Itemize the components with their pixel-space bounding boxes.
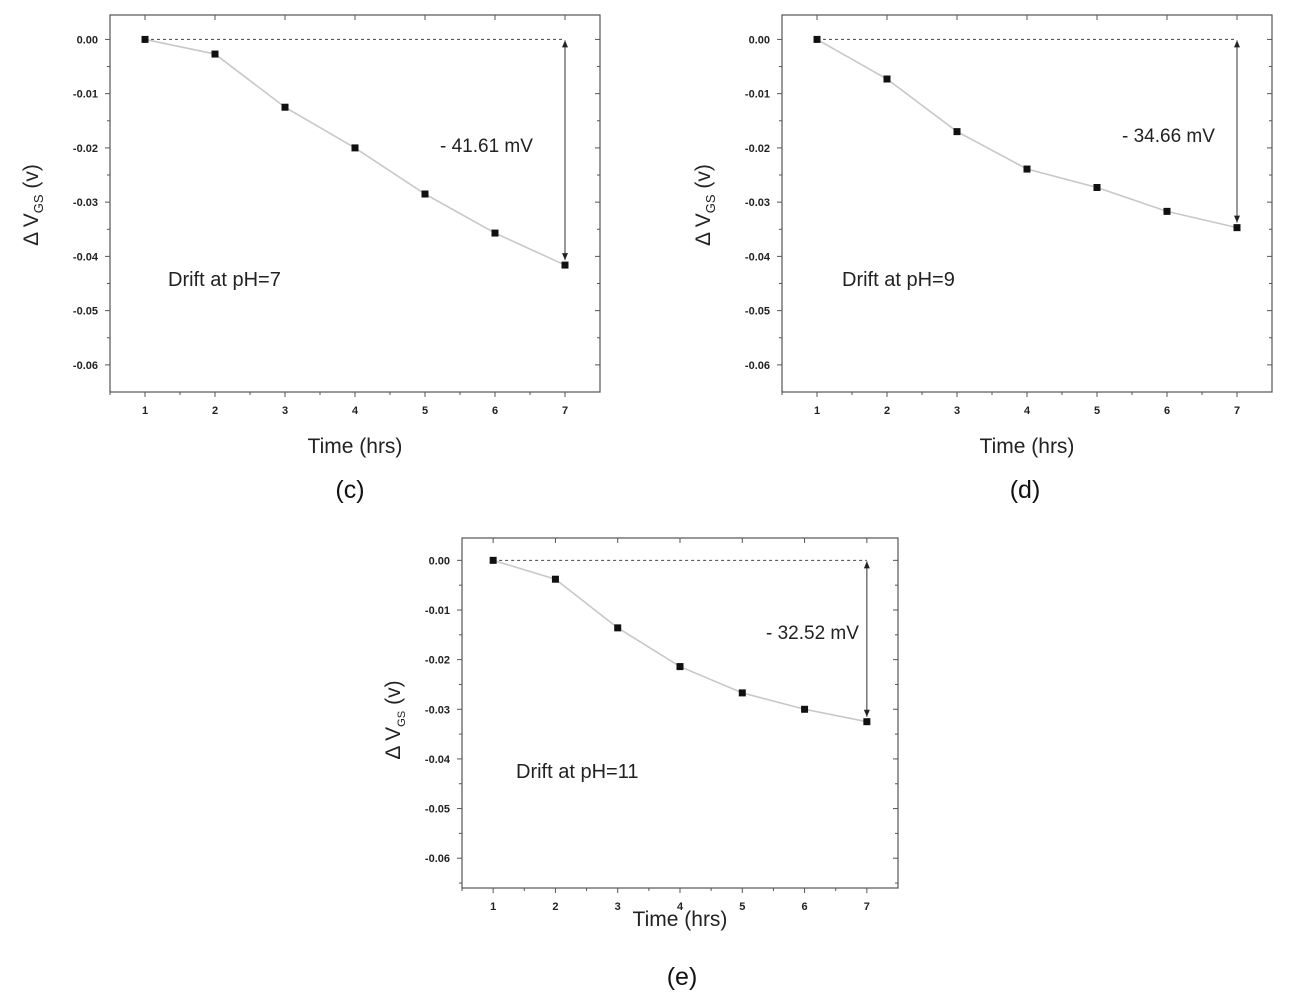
delta-arrow-head-up xyxy=(1234,40,1240,48)
x-axis-title: Time (hrs) xyxy=(308,435,403,458)
data-point xyxy=(863,718,871,726)
chart-c-svg: 0.00 -0.01 -0.02 -0.03 -0.04 -0.05 -0.06 1 2 3 4 5 6… xyxy=(20,14,601,458)
data-point xyxy=(738,689,746,697)
y-tick-label: 0.00 xyxy=(429,555,450,567)
chart-panel-e: 0.00 -0.01 -0.02 -0.03 -0.04 -0.05 -0.06 1 2 3 4 5 6… xyxy=(0,520,1300,1000)
panel-label-e: (e) xyxy=(666,963,698,991)
delta-label: - 32.52 mV xyxy=(766,623,859,644)
x-tick-label: 7 xyxy=(864,901,870,913)
panel-label-d: (d) xyxy=(1009,476,1041,504)
data-point xyxy=(551,575,559,583)
data-point xyxy=(351,144,359,152)
y-axis-title: Δ VGS (v) xyxy=(692,164,718,246)
delta-arrow-head-up xyxy=(863,561,870,569)
drift-annotation: Drift at pH=7 xyxy=(168,269,281,291)
y-tick-label: -0.02 xyxy=(73,143,98,155)
data-point xyxy=(801,705,809,713)
chart-panel-c: 0.00 -0.01 -0.02 -0.03 -0.04 -0.05 -0.06 1 2 3 4 5 6… xyxy=(0,0,650,520)
y-tick-label: -0.01 xyxy=(73,89,98,101)
panel-label-c: (c) xyxy=(335,476,365,504)
x-tick-label: 2 xyxy=(884,405,890,417)
data-point xyxy=(421,190,429,198)
y-tick-label: -0.04 xyxy=(745,251,771,263)
x-axis-title: Time (hrs) xyxy=(980,435,1075,458)
x-tick-label: 3 xyxy=(615,901,621,913)
chart-d-svg: 0.00 -0.01 -0.02 -0.03 -0.04 -0.05 -0.06 1 2 3 4 5 6… xyxy=(692,14,1273,458)
data-point xyxy=(1093,183,1101,191)
y-tick-label: -0.03 xyxy=(425,704,450,716)
x-tick-label: 6 xyxy=(802,901,808,913)
data-point xyxy=(676,663,684,671)
x-tick-label: 1 xyxy=(814,405,820,417)
x-axis-title: Time (hrs) xyxy=(633,908,728,931)
data-point xyxy=(281,103,289,111)
x-tick-label: 2 xyxy=(552,901,558,913)
delta-arrow-head-down xyxy=(562,253,568,261)
x-tick-label: 3 xyxy=(282,405,288,417)
y-tick-label: -0.05 xyxy=(73,306,98,318)
y-tick-label: -0.04 xyxy=(425,754,451,766)
plot-frame xyxy=(109,14,601,393)
delta-arrow-head-up xyxy=(562,40,568,48)
y-axis-title: Δ VGS (v) xyxy=(20,164,46,246)
x-tick-label: 1 xyxy=(490,901,496,913)
x-tick-label: 1 xyxy=(142,405,148,417)
delta-label: - 34.66 mV xyxy=(1122,126,1215,147)
x-tick-label: 7 xyxy=(562,405,568,417)
data-point xyxy=(614,624,622,632)
y-tick-label: -0.03 xyxy=(73,197,98,209)
y-tick-label: -0.01 xyxy=(425,605,450,617)
y-axis-title: Δ VGS (v) xyxy=(382,680,408,759)
x-tick-label: 4 xyxy=(677,901,684,913)
x-tick-label: 5 xyxy=(1094,405,1100,417)
plot-frame xyxy=(461,537,899,889)
plot-frame xyxy=(781,14,1273,393)
y-tick-label: -0.06 xyxy=(425,853,450,865)
x-tick-label: 6 xyxy=(1164,405,1170,417)
data-point xyxy=(1233,224,1241,232)
delta-arrow-head-down xyxy=(1234,215,1240,223)
delta-arrow-head-down xyxy=(863,709,870,717)
y-tick-label: -0.01 xyxy=(745,89,770,101)
y-tick-label: -0.06 xyxy=(73,360,98,372)
data-point xyxy=(953,128,961,136)
y-tick-label: 0.00 xyxy=(749,34,770,46)
chart-panel-d: 0.00 -0.01 -0.02 -0.03 -0.04 -0.05 -0.06 1 2 3 4 5 6… xyxy=(650,0,1300,520)
delta-label: - 41.61 mV xyxy=(440,136,533,157)
y-tick-label: -0.05 xyxy=(425,804,450,816)
chart-e-svg: 0.00 -0.01 -0.02 -0.03 -0.04 -0.05 -0.06 1 2 3 4 5 6… xyxy=(382,537,899,931)
data-point xyxy=(1023,165,1031,173)
data-point xyxy=(813,35,821,43)
y-tick-label: -0.06 xyxy=(745,360,770,372)
x-tick-label: 5 xyxy=(739,901,745,913)
drift-annotation: Drift at pH=11 xyxy=(516,761,638,783)
y-tick-label: -0.03 xyxy=(745,197,770,209)
data-point xyxy=(211,50,219,58)
data-point xyxy=(1163,207,1171,215)
y-tick-label: -0.02 xyxy=(425,655,450,667)
drift-annotation: Drift at pH=9 xyxy=(842,269,955,291)
x-tick-label: 4 xyxy=(1024,405,1031,417)
y-tick-label: 0.00 xyxy=(77,34,98,46)
data-point xyxy=(561,261,569,269)
x-tick-label: 2 xyxy=(212,405,218,417)
y-tick-label: -0.05 xyxy=(745,306,770,318)
x-tick-label: 7 xyxy=(1234,405,1240,417)
x-tick-label: 6 xyxy=(492,405,498,417)
x-tick-label: 3 xyxy=(954,405,960,417)
data-point xyxy=(489,556,497,564)
data-point xyxy=(883,75,891,83)
x-tick-label: 4 xyxy=(352,405,359,417)
data-point xyxy=(141,35,149,43)
y-tick-label: -0.04 xyxy=(73,251,99,263)
data-point xyxy=(491,229,499,237)
x-tick-label: 5 xyxy=(422,405,428,417)
y-tick-label: -0.02 xyxy=(745,143,770,155)
